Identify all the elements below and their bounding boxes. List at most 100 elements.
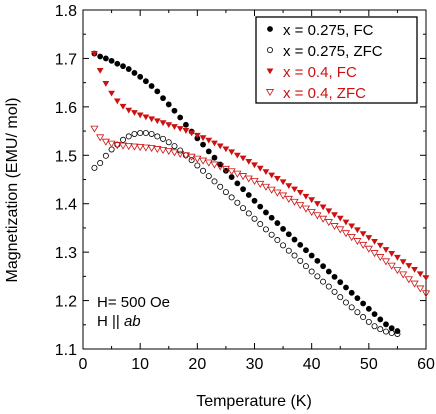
- data-point: [119, 103, 127, 110]
- data-point: [278, 192, 288, 200]
- data-point: [313, 201, 321, 207]
- data-point: [308, 252, 315, 259]
- data-point: [187, 153, 196, 161]
- data-point: [198, 157, 208, 165]
- data-point: [399, 271, 408, 279]
- annotation-text: H ||: [97, 313, 124, 330]
- data-point: [142, 78, 149, 85]
- x-tick-label: 40: [303, 356, 321, 373]
- data-point: [325, 268, 332, 275]
- data-point: [148, 116, 155, 123]
- legend-marker: [265, 89, 275, 97]
- data-point: [148, 83, 155, 89]
- data-point: [314, 273, 321, 280]
- data-point: [262, 226, 269, 233]
- data-point: [102, 81, 110, 87]
- data-point: [114, 60, 121, 67]
- data-point: [165, 122, 173, 129]
- data-point: [136, 112, 144, 119]
- data-point: [194, 162, 201, 169]
- legend-marker: [266, 68, 274, 75]
- data-point: [130, 143, 139, 151]
- data-point: [165, 139, 172, 146]
- data-marks: [90, 50, 431, 337]
- data-point: [263, 209, 269, 216]
- data-point: [108, 57, 115, 64]
- data-point: [336, 215, 344, 222]
- data-point: [101, 138, 110, 146]
- data-point: [176, 126, 184, 132]
- data-point: [325, 283, 332, 290]
- data-point: [221, 165, 231, 173]
- legend: x = 0.275, FC x = 0.275, ZFC x = 0.4, FC x …: [255, 16, 418, 104]
- data-point: [97, 53, 104, 60]
- data-point: [96, 67, 104, 74]
- legend-label: x = 0.275, ZFC: [283, 43, 383, 60]
- data-point: [91, 164, 98, 171]
- data-point: [222, 146, 230, 153]
- data-point: [131, 70, 138, 76]
- data-point: [297, 257, 304, 264]
- data-point: [388, 251, 396, 257]
- data-point: [302, 263, 309, 270]
- legend-label: x = 0.4, ZFC: [283, 85, 366, 102]
- axis-ticks: [82, 9, 427, 350]
- data-point: [336, 226, 345, 234]
- data-point: [154, 133, 161, 140]
- data-point: [313, 212, 322, 220]
- legend-box: [255, 16, 418, 104]
- data-point: [131, 130, 138, 137]
- data-point: [177, 147, 184, 154]
- data-point: [291, 236, 298, 243]
- y-tick-label: 1.2: [55, 294, 77, 311]
- x-tick-label: 30: [246, 356, 264, 373]
- data-point: [341, 230, 351, 238]
- data-point: [320, 278, 327, 285]
- data-point: [245, 159, 253, 165]
- data-point: [137, 73, 144, 80]
- data-point: [348, 223, 356, 230]
- data-point: [216, 143, 224, 150]
- data-point: [234, 199, 241, 206]
- data-point: [376, 242, 384, 249]
- data-point: [388, 330, 395, 337]
- data-point: [245, 192, 252, 198]
- data-point: [267, 186, 276, 194]
- annotation-line: H || ab: [97, 313, 141, 330]
- legend-label: x = 0.4, FC: [283, 64, 357, 81]
- data-point: [142, 130, 149, 137]
- data-point: [325, 208, 333, 215]
- data-point: [160, 135, 167, 142]
- data-point: [204, 159, 213, 167]
- data-point: [153, 118, 161, 125]
- data-point: [274, 220, 281, 226]
- x-tick-label: 10: [131, 356, 149, 373]
- data-point: [125, 66, 132, 72]
- data-point: [353, 238, 362, 246]
- data-point: [416, 285, 425, 293]
- data-point: [239, 155, 247, 162]
- data-point: [365, 318, 372, 325]
- data-point: [97, 160, 104, 167]
- data-point: [171, 143, 178, 150]
- data-point: [291, 186, 298, 193]
- data-point: [244, 175, 253, 183]
- data-point: [314, 257, 321, 264]
- y-tick-label: 1.5: [55, 148, 77, 165]
- data-point: [320, 263, 326, 270]
- data-point: [257, 203, 264, 210]
- data-point: [422, 275, 430, 282]
- data-point: [228, 174, 235, 180]
- data-point: [171, 124, 178, 130]
- data-point: [228, 149, 236, 156]
- data-point: [268, 172, 276, 179]
- data-point: [108, 90, 115, 97]
- data-point: [211, 140, 218, 147]
- data-point: [359, 241, 368, 249]
- data-point: [222, 189, 229, 196]
- series-4: [90, 125, 431, 298]
- data-point: [376, 254, 385, 262]
- annotation-text: H= 500 Oe: [97, 294, 170, 311]
- data-point: [154, 88, 161, 95]
- data-point: [188, 157, 195, 164]
